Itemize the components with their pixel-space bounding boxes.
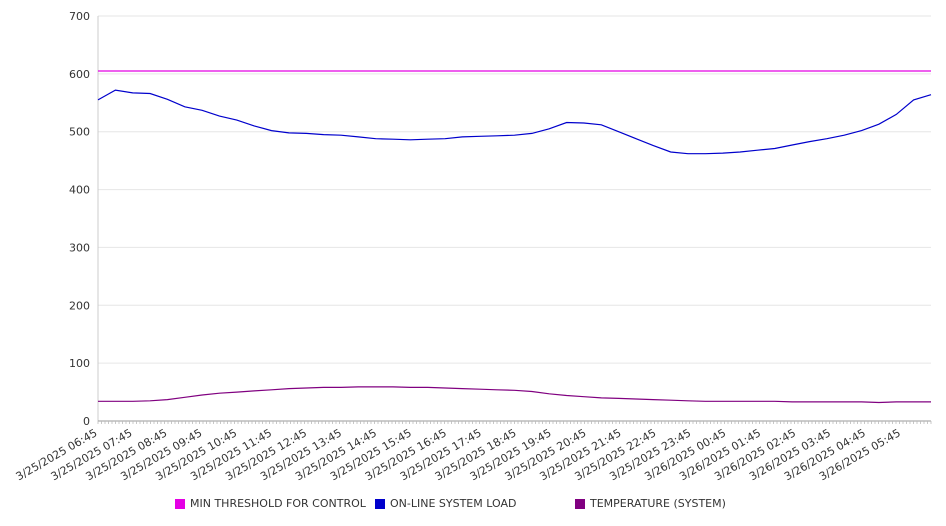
y-tick-label: 200 [69,299,90,312]
legend-label-min-threshold: MIN THRESHOLD FOR CONTROL [190,497,366,510]
y-tick-label: 600 [69,68,90,81]
series-lines [97,70,932,404]
series-line-1 [97,89,932,155]
legend-item-min-threshold[interactable]: MIN THRESHOLD FOR CONTROL [175,497,366,510]
legend-swatch-temperature [575,498,585,509]
x-axis: 3/25/2025 06:453/25/2025 07:453/25/2025 … [14,420,932,483]
legend-item-temperature[interactable]: TEMPERATURE (SYSTEM) [575,497,726,510]
grid [98,15,931,422]
y-tick-label: 400 [69,184,90,197]
legend-swatch-system-load [375,498,385,509]
y-tick-label: 500 [69,126,90,139]
y-tick-label: 0 [83,415,90,428]
legend-item-system-load[interactable]: ON-LINE SYSTEM LOAD [375,497,516,510]
legend-swatch-min-threshold [175,498,185,509]
y-tick-label: 700 [69,10,90,23]
legend-label-temperature: TEMPERATURE (SYSTEM) [590,497,726,510]
y-tick-label: 300 [69,241,90,254]
y-axis: 0 100 200 300 400 500 600 700 [69,10,99,428]
legend: MIN THRESHOLD FOR CONTROL ON-LINE SYSTEM… [0,497,946,515]
series-line-2 [98,386,931,404]
legend-label-system-load: ON-LINE SYSTEM LOAD [390,497,517,510]
y-tick-label: 100 [69,357,90,370]
